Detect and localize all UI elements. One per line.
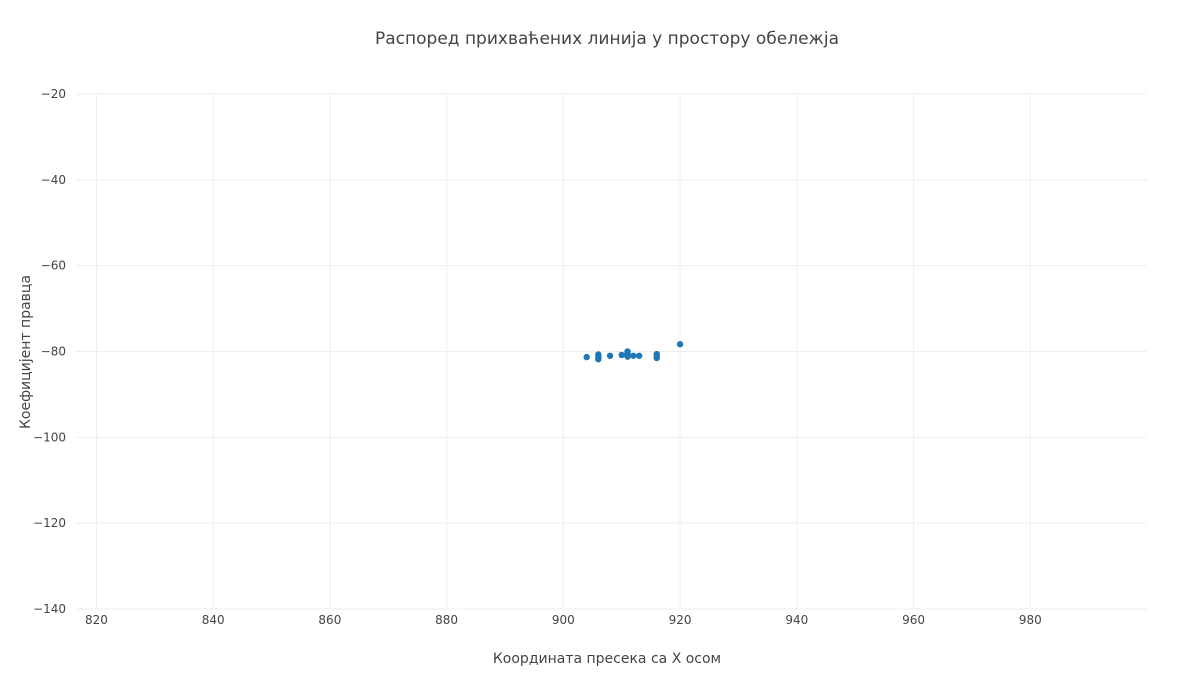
data-point[interactable]: [636, 352, 643, 359]
chart-title: Распоред прихваћених линија у простору о…: [375, 29, 839, 49]
y-axis-title: Коефицијент правца: [18, 275, 34, 429]
x-tick-label: 960: [902, 613, 925, 627]
y-tick-label: −100: [33, 430, 66, 444]
data-point[interactable]: [595, 356, 602, 363]
data-point[interactable]: [630, 352, 637, 359]
x-axis-ticks: 820 840 860 880 900 920 940 960 980: [85, 613, 1042, 627]
x-tick-label: 920: [669, 613, 692, 627]
data-point[interactable]: [624, 353, 631, 360]
data-point[interactable]: [583, 353, 590, 361]
x-tick-label: 840: [202, 613, 225, 627]
y-tick-label: −20: [41, 87, 66, 101]
y-tick-label: −140: [33, 602, 66, 616]
y-tick-label: −80: [41, 345, 66, 359]
data-point[interactable]: [606, 352, 614, 359]
data-point[interactable]: [653, 354, 660, 362]
x-tick-label: 880: [435, 613, 458, 627]
data-points[interactable]: [583, 341, 684, 363]
x-tick-label: 940: [785, 613, 808, 627]
y-tick-label: −40: [41, 173, 66, 187]
x-tick-label: 820: [85, 613, 108, 627]
y-tick-label: −120: [33, 516, 66, 530]
data-point[interactable]: [618, 351, 625, 359]
grid: [76, 93, 1147, 610]
x-axis-title: Координата пресека са X осом: [493, 651, 721, 667]
x-tick-label: 900: [552, 613, 575, 627]
y-tick-label: −60: [41, 259, 66, 273]
data-point[interactable]: [676, 341, 684, 348]
x-tick-label: 980: [1019, 613, 1042, 627]
x-tick-label: 860: [318, 613, 341, 627]
y-axis-ticks: −20 −40 −60 −80 −100 −120 −140: [33, 87, 66, 616]
